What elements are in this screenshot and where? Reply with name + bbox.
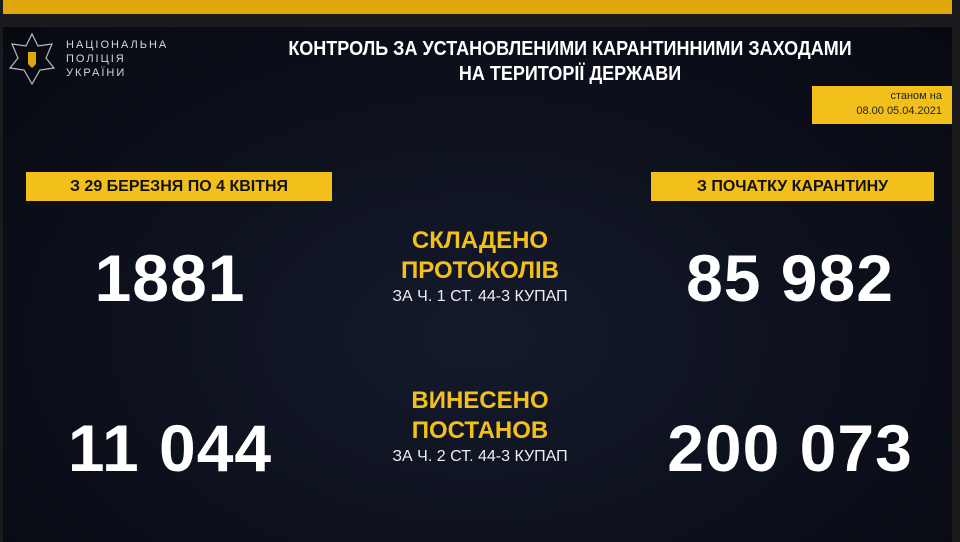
as-of-label: станом на bbox=[890, 90, 942, 102]
protocols-heading-1: СКЛАДЕНО bbox=[411, 227, 549, 254]
decisions-subtitle: ЗА Ч. 2 СТ. 44-3 КУПАП bbox=[392, 448, 568, 465]
police-star-logo-icon bbox=[8, 32, 56, 86]
org-name: НАЦІОНАЛЬНА ПОЛІЦІЯ УКРАЇНИ bbox=[66, 38, 168, 80]
column-label-total: З ПОЧАТКУ КАРАНТИНУ bbox=[651, 172, 934, 201]
infographic-panel bbox=[3, 27, 952, 542]
decisions-heading-2: ПОСТАНОВ bbox=[411, 417, 549, 444]
decisions-heading-1: ВИНЕСЕНО bbox=[411, 387, 549, 414]
org-line-1: НАЦІОНАЛЬНА bbox=[66, 39, 169, 51]
page-title: КОНТРОЛЬ ЗА УСТАНОВЛЕНИМИ КАРАНТИННИМИ З… bbox=[228, 37, 912, 87]
protocols-heading-2: ПРОТОКОЛІВ bbox=[401, 257, 559, 284]
decisions-week-value: 11 044 bbox=[67, 411, 273, 485]
decisions-total-value: 200 073 bbox=[667, 411, 913, 485]
title-line-1: КОНТРОЛЬ ЗА УСТАНОВЛЕНИМИ КАРАНТИННИМИ З… bbox=[288, 38, 852, 60]
protocols-week-value: 1881 bbox=[94, 241, 246, 315]
title-line-2: НА ТЕРИТОРІЇ ДЕРЖАВИ bbox=[458, 63, 682, 85]
org-line-3: УКРАЇНИ bbox=[66, 67, 127, 79]
decisions-caption: ВИНЕСЕНО ПОСТАНОВ ЗА Ч. 2 СТ. 44-3 КУПАП bbox=[320, 386, 640, 468]
protocols-total-value: 85 982 bbox=[686, 241, 894, 315]
as-of-date: 08.00 05.04.2021 bbox=[856, 105, 942, 117]
as-of-badge: станом на 08.00 05.04.2021 bbox=[812, 86, 952, 124]
org-line-2: ПОЛІЦІЯ bbox=[66, 53, 126, 65]
column-label-week: З 29 БЕРЕЗНЯ ПО 4 КВІТНЯ bbox=[26, 172, 332, 201]
protocols-subtitle: ЗА Ч. 1 СТ. 44-3 КУПАП bbox=[392, 288, 568, 305]
protocols-caption: СКЛАДЕНО ПРОТОКОЛІВ ЗА Ч. 1 СТ. 44-3 КУП… bbox=[320, 226, 640, 308]
top-accent-bar bbox=[3, 0, 952, 14]
